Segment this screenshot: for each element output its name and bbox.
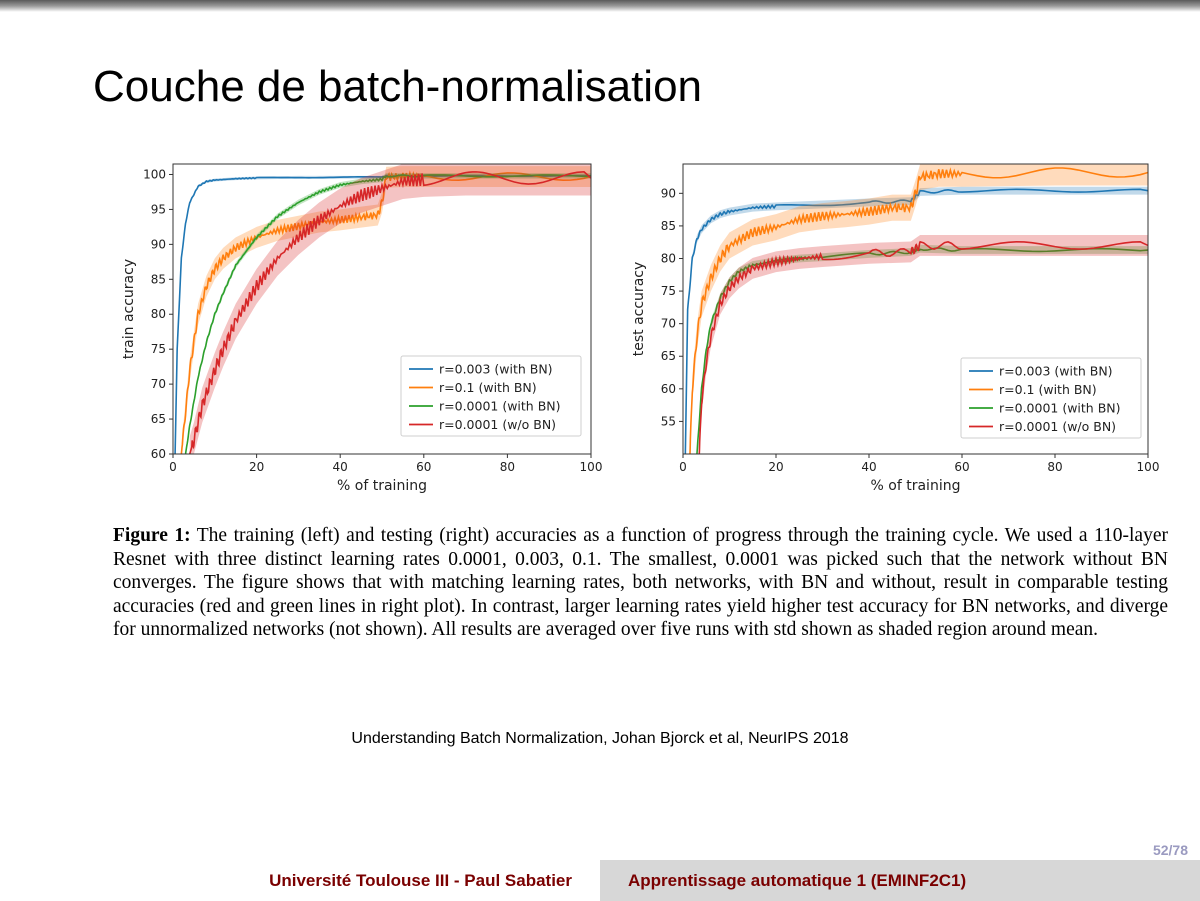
y-tick-label: 80 — [661, 251, 676, 265]
y-tick-label: 60 — [151, 447, 166, 461]
test-line-3 — [696, 247, 1148, 454]
footer: Université Toulouse III - Paul Sabatier … — [0, 860, 1200, 901]
y-tick-label: 90 — [151, 237, 166, 251]
y-tick-label: 85 — [151, 272, 166, 286]
train-line-2 — [180, 170, 591, 454]
plot-frame — [682, 163, 1149, 455]
y-tick-label: 65 — [661, 349, 676, 363]
plot-series-group — [684, 164, 1148, 454]
test-line-1 — [684, 188, 1148, 454]
x-tick-label: 20 — [768, 460, 783, 474]
legend-entry-2: r=0.1 (with BN) — [439, 380, 537, 395]
train-accuracy-chart: 0 20 40 60 80 100 60 65 70 75 80 85 90 95 100 % of trai… — [121, 163, 603, 494]
footer-university: Université Toulouse III - Paul Sabatier — [0, 860, 600, 901]
plot-series-group — [174, 164, 591, 454]
legend-entry-4: r=0.0001 (w/o BN) — [999, 419, 1116, 434]
x-tick-label: 40 — [333, 460, 348, 474]
train-line-3 — [184, 174, 591, 454]
plot-frame — [172, 163, 592, 455]
y-tick-label: 70 — [151, 377, 166, 391]
y-tick-label: 85 — [661, 219, 676, 233]
legend-entry-3: r=0.0001 (with BN) — [439, 399, 561, 414]
x-axis-label: % of training — [871, 478, 961, 494]
legend-box — [960, 357, 1142, 439]
x-tick-label: 80 — [1047, 460, 1062, 474]
train-line-4 — [188, 171, 591, 454]
x-tick-label: 20 — [249, 460, 264, 474]
figure-caption-label: Figure 1: — [113, 525, 191, 546]
y-tick-label: 90 — [661, 186, 676, 200]
page-number: 52/78 — [1152, 842, 1188, 858]
legend: r=0.003 (with BN) r=0.1 (with BN) r=0.0001… — [400, 355, 582, 437]
legend: r=0.003 (with BN) r=0.1 (with BN) r=0.0001… — [960, 357, 1142, 439]
y-tick-label: 100 — [143, 167, 166, 181]
legend-entry-2: r=0.1 (with BN) — [999, 382, 1097, 397]
y-axis-label: train accuracy — [121, 259, 137, 359]
legend-entry-1: r=0.003 (with BN) — [999, 364, 1113, 379]
figure-area: 0 20 40 60 80 100 60 65 70 75 80 85 90 95 100 % of trai… — [113, 152, 1160, 502]
test-line-4 — [698, 240, 1148, 454]
x-tick-label: 0 — [169, 460, 177, 474]
y-tick-label: 60 — [661, 382, 676, 396]
citation: Understanding Batch Normalization, Johan… — [351, 730, 849, 747]
y-tick-label: 70 — [661, 317, 676, 331]
train-std-band-2 — [181, 166, 591, 454]
x-tick-label: 0 — [679, 460, 687, 474]
legend-entry-3: r=0.0001 (with BN) — [999, 401, 1121, 416]
y-axis-label: test accuracy — [631, 262, 647, 357]
y-tick-label: 55 — [661, 414, 676, 428]
legend-box — [400, 355, 582, 437]
x-tick-label: 100 — [1137, 460, 1160, 474]
x-tick-label: 80 — [500, 460, 515, 474]
x-tick-label: 60 — [416, 460, 431, 474]
x-tick-label: 60 — [954, 460, 969, 474]
legend-entry-4: r=0.0001 (w/o BN) — [439, 417, 556, 432]
y-tick-label: 80 — [151, 307, 166, 321]
test-std-band-1 — [685, 186, 1148, 454]
test-accuracy-chart: 0 20 40 60 80 100 55 60 65 70 75 80 85 90 % of trainin… — [631, 163, 1160, 494]
x-axis-label: % of training — [337, 478, 427, 494]
y-tick-label: 75 — [661, 284, 676, 298]
top-shadow-bar — [0, 0, 1200, 12]
train-std-band-4 — [189, 164, 591, 454]
footer-course: Apprentissage automatique 1 (EMINF2C1) — [600, 860, 1200, 901]
test-line-2 — [689, 167, 1148, 454]
figure-caption: Figure 1: The training (left) and testin… — [113, 524, 1168, 642]
figure-caption-text: The training (left) and testing (right) … — [113, 525, 1168, 640]
legend-entry-1: r=0.003 (with BN) — [439, 362, 553, 377]
x-tick-label: 100 — [580, 460, 603, 474]
slide-title: Couche de batch-normalisation — [93, 62, 703, 111]
y-tick-label: 95 — [151, 202, 166, 216]
x-tick-label: 40 — [861, 460, 876, 474]
y-tick-label: 65 — [151, 412, 166, 426]
y-tick-label: 75 — [151, 342, 166, 356]
